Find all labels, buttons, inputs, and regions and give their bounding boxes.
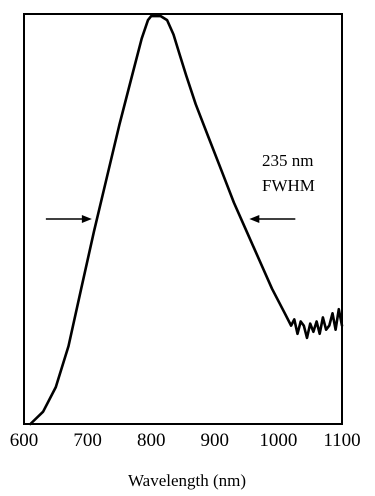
- x-axis-label: Wavelength (nm): [128, 471, 246, 490]
- x-tick-label: 1000: [259, 430, 297, 451]
- annotation-line-2: FWHM: [262, 176, 315, 195]
- x-tick-label: 800: [137, 430, 166, 451]
- x-tick-label: 700: [73, 430, 102, 451]
- plot-frame: [23, 13, 343, 425]
- x-tick-label: 600: [10, 430, 39, 451]
- x-tick-label: 1100: [323, 430, 360, 451]
- spectrum-line: [29, 14, 344, 426]
- x-tick-label: 900: [201, 430, 230, 451]
- fwhm-right-arrow-head: [249, 215, 260, 223]
- fwhm-left-arrow-head: [81, 215, 92, 223]
- annotation-line-1: 235 nm: [262, 151, 313, 170]
